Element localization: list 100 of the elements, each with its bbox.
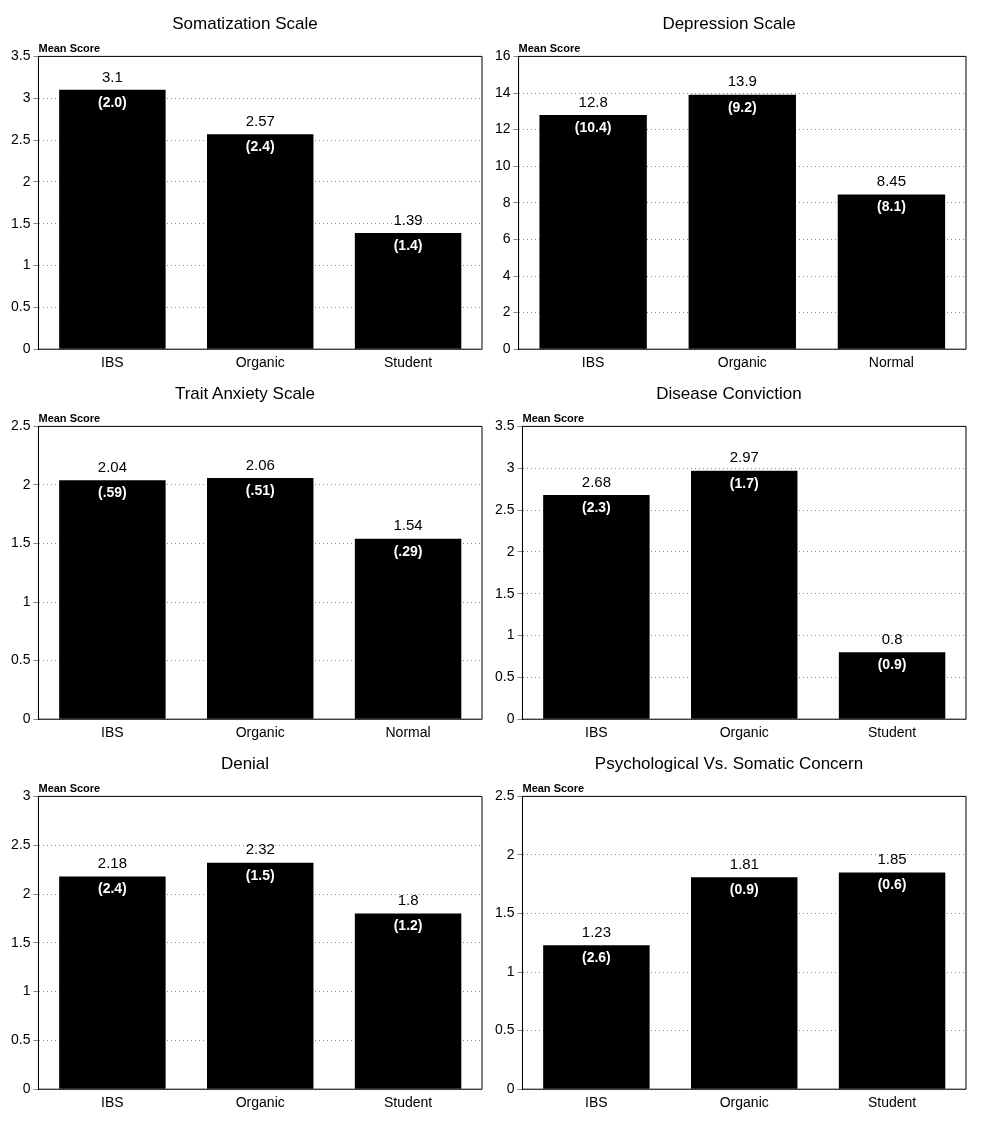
chart-title: Disease Conviction bbox=[656, 383, 802, 403]
x-tick-label: Organic bbox=[719, 1094, 769, 1111]
data-label: 2.06 bbox=[245, 455, 275, 473]
annotation: (2.6) bbox=[581, 949, 611, 965]
chart-title: Somatization Scale bbox=[172, 13, 318, 33]
x-tick-label: Normal bbox=[385, 724, 431, 741]
annotation: (1.7) bbox=[729, 474, 759, 491]
annotation: (.29) bbox=[393, 542, 423, 559]
annotation: (.59) bbox=[97, 484, 127, 501]
y-tick-label: 1.5 bbox=[10, 214, 31, 231]
x-tick-label: IBS bbox=[101, 354, 124, 371]
y-tick-label: 2.5 bbox=[10, 130, 31, 147]
annotation: (2.4) bbox=[245, 138, 275, 155]
y-axis-title: Mean Score bbox=[38, 41, 101, 54]
y-tick-label: 0 bbox=[22, 1080, 31, 1097]
annotation: (1.4) bbox=[393, 236, 423, 253]
y-axis-title: Mean Score bbox=[522, 411, 585, 424]
annotation: (2.4) bbox=[97, 880, 127, 897]
annotation: (.51) bbox=[245, 481, 275, 498]
annotation: (2.3) bbox=[581, 498, 611, 515]
x-tick-label: Organic bbox=[235, 1094, 285, 1111]
annotation: (0.9) bbox=[877, 656, 907, 673]
y-tick-label: 0.5 bbox=[494, 668, 515, 685]
x-tick-label: Student bbox=[383, 354, 433, 371]
chart-title: Psychological Vs. Somatic Concern bbox=[594, 753, 864, 773]
y-tick-label: 1 bbox=[506, 962, 515, 979]
y-tick-label: 2 bbox=[506, 542, 515, 559]
annotation: (8.1) bbox=[877, 198, 906, 215]
y-tick-label: 1.5 bbox=[494, 904, 515, 921]
data-label: 2.68 bbox=[581, 472, 611, 490]
y-tick-label: 0 bbox=[506, 1080, 515, 1097]
data-label: 2.57 bbox=[245, 111, 275, 129]
x-tick-label: IBS bbox=[585, 724, 608, 741]
y-tick-label: 1.5 bbox=[494, 584, 515, 601]
y-tick-label: 2 bbox=[506, 845, 515, 862]
y-tick-label: 4 bbox=[502, 266, 511, 283]
chart-title: Trait Anxiety Scale bbox=[174, 383, 316, 403]
x-tick-label: IBS bbox=[585, 1094, 608, 1111]
y-tick-label: 2 bbox=[22, 475, 31, 492]
y-tick-label: 0 bbox=[502, 340, 511, 357]
y-tick-label: 3.5 bbox=[494, 417, 515, 434]
chart-title: Denial bbox=[220, 753, 270, 773]
annotation: (0.6) bbox=[877, 876, 907, 893]
annotation: (1.2) bbox=[393, 917, 423, 934]
y-axis-title: Mean Score bbox=[518, 41, 581, 54]
y-tick-label: 2 bbox=[502, 303, 511, 320]
y-tick-label: 16 bbox=[494, 47, 511, 64]
data-label: 3.1 bbox=[101, 67, 123, 85]
y-tick-label: 6 bbox=[502, 230, 511, 247]
y-tick-label: 3 bbox=[22, 787, 31, 804]
y-tick-label: 1 bbox=[22, 592, 31, 609]
y-tick-label: 0.5 bbox=[10, 651, 31, 668]
data-label: 12.8 bbox=[578, 92, 608, 110]
y-tick-label: 1.5 bbox=[10, 933, 31, 950]
annotation: (1.5) bbox=[245, 866, 275, 883]
y-tick-label: 0.5 bbox=[10, 1031, 31, 1048]
y-tick-label: 1.5 bbox=[10, 534, 31, 551]
data-label: 1.85 bbox=[877, 850, 907, 868]
y-tick-label: 12 bbox=[494, 120, 511, 137]
x-tick-label: Student bbox=[867, 1094, 917, 1111]
y-tick-label: 3 bbox=[22, 89, 31, 106]
y-tick-label: 8 bbox=[502, 193, 511, 210]
y-tick-label: 0.5 bbox=[10, 298, 31, 315]
data-label: 2.04 bbox=[97, 457, 127, 475]
data-label: 13.9 bbox=[727, 72, 757, 90]
data-label: 1.81 bbox=[729, 854, 759, 872]
x-tick-label: Student bbox=[383, 1094, 433, 1111]
y-axis-title: Mean Score bbox=[38, 781, 101, 794]
data-label: 1.39 bbox=[393, 210, 423, 228]
x-tick-label: IBS bbox=[101, 1094, 124, 1111]
x-tick-label: Normal bbox=[868, 354, 914, 371]
y-tick-label: 1 bbox=[506, 626, 515, 643]
annotation: (9.2) bbox=[727, 98, 757, 115]
x-tick-label: Student bbox=[867, 724, 917, 741]
x-tick-label: Organic bbox=[235, 724, 285, 741]
x-tick-label: IBS bbox=[581, 354, 605, 371]
y-tick-label: 3.5 bbox=[10, 47, 31, 64]
data-label: 1.8 bbox=[397, 891, 419, 909]
y-tick-label: 0 bbox=[506, 710, 515, 727]
data-label: 1.23 bbox=[581, 922, 611, 940]
x-tick-label: Organic bbox=[235, 354, 285, 371]
y-tick-label: 0.5 bbox=[494, 1021, 515, 1038]
y-tick-label: 1 bbox=[22, 256, 31, 273]
y-tick-label: 3 bbox=[506, 459, 515, 476]
y-tick-label: 2 bbox=[22, 884, 31, 901]
annotation: (2.0) bbox=[97, 93, 127, 110]
annotation: (0.9) bbox=[729, 881, 759, 898]
x-tick-label: Organic bbox=[717, 354, 767, 371]
y-tick-label: 2.5 bbox=[10, 836, 31, 853]
y-tick-label: 2.5 bbox=[10, 417, 31, 434]
x-tick-label: IBS bbox=[101, 724, 124, 741]
y-tick-label: 2.5 bbox=[494, 787, 515, 804]
data-label: 1.54 bbox=[393, 516, 423, 534]
y-tick-label: 0 bbox=[22, 340, 31, 357]
y-tick-label: 2.5 bbox=[494, 500, 515, 517]
y-tick-label: 2 bbox=[22, 172, 31, 189]
data-label: 8.45 bbox=[876, 172, 907, 190]
y-axis-title: Mean Score bbox=[522, 781, 585, 794]
y-tick-label: 0 bbox=[22, 710, 31, 727]
data-label: 2.97 bbox=[729, 448, 759, 466]
